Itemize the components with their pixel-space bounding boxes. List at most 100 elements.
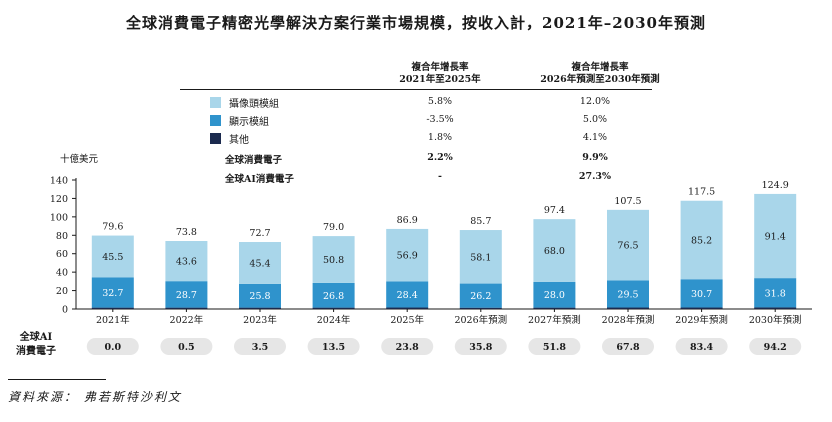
bar-segment-other bbox=[386, 307, 429, 309]
bar-segment-camera bbox=[754, 193, 797, 279]
ai-value-label: 94.2 bbox=[764, 342, 787, 353]
x-tick-label: 2027年預測 bbox=[528, 314, 581, 326]
bar-segment-other bbox=[680, 307, 723, 309]
cagr2-display: 5.0% bbox=[582, 114, 608, 125]
ai-pill bbox=[528, 338, 581, 355]
ai-row-label-line2: 消費電子 bbox=[16, 344, 56, 357]
x-tick-label: 2023年 bbox=[243, 314, 277, 326]
data-label-camera: 50.8 bbox=[323, 255, 344, 266]
summary-label-ai: 全球AI消費電子 bbox=[225, 174, 294, 185]
ai-value-label: 0.0 bbox=[105, 342, 122, 353]
bar-segment-other bbox=[312, 307, 355, 309]
ai-value-label: 51.8 bbox=[543, 342, 567, 353]
bar-segment-camera bbox=[91, 235, 134, 278]
legend-swatch-camera bbox=[210, 96, 221, 108]
total-label: 107.5 bbox=[614, 196, 641, 207]
bar-segment-camera bbox=[165, 240, 208, 282]
legend-camera: 攝像頭模組 bbox=[210, 95, 279, 110]
total-label: 72.7 bbox=[249, 228, 270, 239]
total-label: 124.9 bbox=[762, 180, 789, 191]
data-label-camera: 43.6 bbox=[176, 257, 197, 268]
source-rule bbox=[8, 379, 106, 380]
bar-segment-other bbox=[607, 307, 649, 309]
bar-segment-display bbox=[680, 279, 723, 308]
total-label: 97.4 bbox=[544, 205, 565, 216]
data-label-display: 26.8 bbox=[323, 291, 344, 302]
bar-segment-camera bbox=[312, 236, 355, 283]
ai-pill bbox=[454, 338, 507, 355]
data-label-camera: 45.5 bbox=[102, 252, 123, 263]
cagr2-other: 4.1% bbox=[582, 132, 608, 143]
bar-segment-camera bbox=[533, 219, 576, 282]
cagr-header-2-line1: 複合年增長率 bbox=[571, 62, 629, 73]
bar-segment-other bbox=[754, 307, 797, 309]
bar-segment-camera bbox=[459, 230, 502, 284]
x-tick-label: 2029年預測 bbox=[675, 314, 728, 326]
cagr2-camera: 12.0% bbox=[579, 96, 611, 107]
ai-value-label: 13.5 bbox=[322, 342, 345, 353]
data-label-display: 28.0 bbox=[544, 290, 565, 301]
bar-segment-display bbox=[754, 278, 797, 308]
ai-pill bbox=[602, 338, 654, 355]
ai-value-label: 67.8 bbox=[616, 342, 640, 353]
total-label: 117.5 bbox=[688, 187, 715, 198]
ai-pill bbox=[675, 338, 728, 355]
source-note: 資料來源： 弗若斯特沙利文 bbox=[8, 390, 182, 404]
bar-segment-display bbox=[165, 281, 208, 308]
data-label-camera: 68.0 bbox=[544, 246, 565, 257]
ai-pill bbox=[86, 338, 139, 355]
summary-cagr1-global: 2.2% bbox=[427, 152, 453, 163]
total-label: 73.8 bbox=[176, 227, 197, 238]
cagr-header-2-line2: 2026年預測至2030年預測 bbox=[540, 74, 660, 85]
cagr-header-2: 複合年增長率 2026年預測至2030年預測 bbox=[520, 62, 680, 86]
cagr1-other: 1.8% bbox=[427, 132, 453, 143]
bar-segment-camera bbox=[239, 242, 281, 284]
x-tick-label: 2030年預測 bbox=[749, 314, 802, 326]
total-label: 79.0 bbox=[323, 222, 344, 233]
cagr-header-1-line2: 2021年至2025年 bbox=[399, 74, 481, 85]
cagr1-camera: 5.8% bbox=[427, 96, 453, 107]
y-tick-label: 20 bbox=[56, 286, 68, 297]
y-tick-label: 120 bbox=[50, 194, 68, 205]
ai-pill bbox=[160, 338, 213, 355]
total-label: 85.7 bbox=[470, 216, 491, 227]
ai-row-label-line1: 全球AI bbox=[19, 330, 53, 343]
bar-segment-display bbox=[312, 282, 355, 308]
summary-cagr1-ai: - bbox=[438, 171, 442, 182]
data-label-camera: 45.4 bbox=[249, 258, 270, 269]
bar-segment-display bbox=[91, 277, 134, 308]
bar-segment-camera bbox=[607, 209, 649, 281]
ai-value-label: 0.5 bbox=[178, 342, 195, 353]
data-label-display: 25.8 bbox=[249, 291, 270, 302]
chart-title: 全球消費電子精密光學解決方案行業市場規模，按收入計，2021年–2030年預測 bbox=[126, 14, 706, 32]
y-tick-label: 80 bbox=[56, 231, 68, 242]
data-label-camera: 91.4 bbox=[765, 232, 786, 243]
data-label-display: 30.7 bbox=[691, 289, 712, 300]
data-label-camera: 76.5 bbox=[617, 241, 638, 252]
y-tick-label: 100 bbox=[50, 212, 68, 223]
x-tick-label: 2026年預測 bbox=[454, 314, 507, 326]
y-tick-label: 60 bbox=[56, 249, 68, 260]
cagr-header-1-line1: 複合年增長率 bbox=[411, 62, 469, 73]
x-tick-label: 2028年預測 bbox=[602, 314, 655, 326]
summary-cagr2-global: 9.9% bbox=[582, 152, 608, 163]
ai-value-label: 23.8 bbox=[396, 342, 420, 353]
x-tick-label: 2024年 bbox=[317, 314, 351, 326]
legend-other: 其他 bbox=[210, 131, 249, 146]
legend-label-display: 顯示模組 bbox=[229, 116, 269, 128]
bar-segment-camera bbox=[386, 228, 429, 282]
cagr-header-1: 複合年增長率 2021年至2025年 bbox=[380, 62, 500, 86]
ai-value-label: 83.4 bbox=[690, 342, 714, 353]
bar-segment-display bbox=[459, 283, 502, 308]
ai-value-label: 35.8 bbox=[469, 342, 493, 353]
bar-segment-other bbox=[91, 307, 134, 309]
summary-label-global: 全球消費電子 bbox=[225, 155, 283, 166]
data-label-display: 29.5 bbox=[617, 289, 638, 300]
data-label-display: 31.8 bbox=[765, 288, 786, 299]
data-label-display: 28.4 bbox=[397, 290, 418, 301]
x-tick-label: 2022年 bbox=[170, 314, 204, 326]
legend-swatch-display bbox=[210, 114, 221, 126]
data-label-camera: 56.9 bbox=[397, 251, 418, 262]
x-tick-label: 2021年 bbox=[96, 314, 130, 326]
